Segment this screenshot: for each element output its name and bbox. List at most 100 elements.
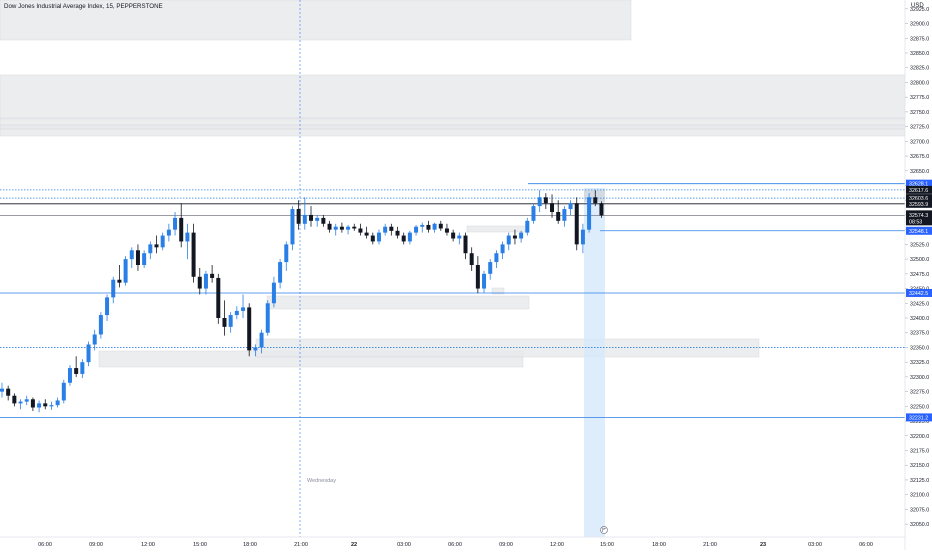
time-tick-label: 06:00	[859, 542, 873, 548]
price-zone-0	[0, 0, 632, 41]
price-tick-label: 32300.0	[910, 375, 929, 381]
candle-body	[55, 400, 60, 406]
candle-body	[432, 223, 437, 230]
price-zone-3	[0, 124, 906, 130]
price-tick-label: 32775.0	[910, 95, 929, 101]
badge-blue-low-text: 32442.5	[909, 291, 928, 297]
price-tick-label: 32250.0	[910, 404, 929, 410]
candle-body	[389, 226, 394, 231]
currency-label: USD	[911, 3, 924, 9]
price-zone-7	[466, 225, 528, 233]
price-tick-label: 32125.0	[910, 478, 929, 484]
candle-body	[185, 232, 190, 242]
candle-body	[383, 226, 388, 233]
candle-body	[550, 203, 555, 212]
candle-body	[160, 235, 165, 248]
price-tick-label: 32200.0	[910, 434, 929, 440]
candle-body	[370, 235, 375, 242]
price-tick-label: 32175.0	[910, 449, 929, 455]
candle-body	[284, 244, 289, 263]
time-tick-label: 22	[351, 542, 357, 548]
candle-body	[247, 307, 252, 351]
flag-icon[interactable]	[600, 526, 608, 534]
candle-body	[197, 276, 202, 289]
candle-body	[61, 382, 66, 401]
candle-body	[241, 307, 246, 311]
candle-body	[173, 217, 178, 230]
candle-body	[24, 399, 29, 402]
candle-body	[500, 244, 505, 254]
time-tick-label: 15:00	[193, 542, 207, 548]
price-tick-label: 32225.0	[910, 419, 929, 425]
candle-body	[302, 214, 307, 224]
price-tick-label: 32150.0	[910, 463, 929, 469]
candle-body	[574, 203, 579, 245]
candle-body	[216, 277, 221, 318]
candle-body	[593, 197, 598, 204]
price-zone-8	[491, 287, 505, 295]
badge-blue-bottom-text: 32231.2	[909, 415, 928, 421]
candle-body	[512, 235, 517, 239]
candle-body	[309, 214, 313, 221]
candle-body	[420, 224, 425, 227]
time-tick-label: 18:00	[243, 542, 257, 548]
candle-body	[290, 209, 295, 245]
candle-body	[123, 259, 128, 283]
candle-body	[506, 235, 511, 245]
candle-body	[80, 362, 85, 374]
candle-body	[37, 403, 42, 408]
time-tick-label: 06:00	[448, 542, 462, 548]
candle-body	[327, 223, 332, 230]
candle-body	[519, 232, 524, 239]
badge-blue-bottom	[906, 413, 932, 422]
price-axis-panel[interactable]	[905, 0, 932, 550]
candle-body	[426, 224, 431, 230]
candle-body	[401, 235, 406, 242]
candle-body	[210, 273, 215, 278]
candle-body	[43, 403, 48, 407]
time-tick-label: 09:00	[499, 542, 513, 548]
candle-body	[278, 262, 283, 283]
badge-dark-mid-text: 32603.6	[909, 196, 928, 202]
price-tick-label: 32050.0	[910, 522, 929, 528]
candle-body	[346, 226, 351, 230]
candle-body	[451, 232, 456, 239]
time-tick-label: 18:00	[652, 542, 666, 548]
candle-body	[315, 217, 320, 221]
session-highlight	[584, 188, 605, 537]
candle-body	[67, 368, 72, 383]
price-tick-label: 32825.0	[910, 66, 929, 72]
candle-body	[438, 223, 443, 229]
candle-body	[166, 229, 171, 236]
time-tick-label: 09:00	[89, 542, 103, 548]
candle-body	[296, 209, 301, 224]
candle-body	[0, 388, 4, 392]
badge-dark-mid	[906, 194, 932, 203]
candle-body	[580, 229, 585, 245]
candle-body	[568, 203, 573, 210]
price-tick-label: 32925.0	[910, 7, 929, 13]
badge-blue-mid-text: 32548.1	[909, 229, 928, 235]
candle-body	[18, 401, 23, 404]
time-tick-label: 03:00	[808, 542, 822, 548]
badge-high-text: 32617.6	[909, 188, 928, 194]
price-tick-label: 32725.0	[910, 125, 929, 131]
candle-body	[203, 273, 208, 289]
candle-body	[352, 226, 357, 229]
badge-dark-low	[906, 199, 932, 208]
price-tick-label: 32475.0	[910, 272, 929, 278]
candle-body	[475, 265, 480, 289]
candle-body	[259, 332, 264, 348]
candle-body	[587, 197, 592, 230]
price-tick-label: 32750.0	[910, 110, 929, 116]
candle-body	[537, 197, 542, 207]
price-tick-label: 32800.0	[910, 80, 929, 86]
candle-body	[531, 206, 536, 221]
candle-body	[111, 279, 116, 298]
time-tick-label: 15:00	[600, 542, 614, 548]
time-tick-label: 23	[760, 542, 766, 548]
price-zone-4	[266, 295, 530, 310]
candle-body	[30, 399, 35, 408]
